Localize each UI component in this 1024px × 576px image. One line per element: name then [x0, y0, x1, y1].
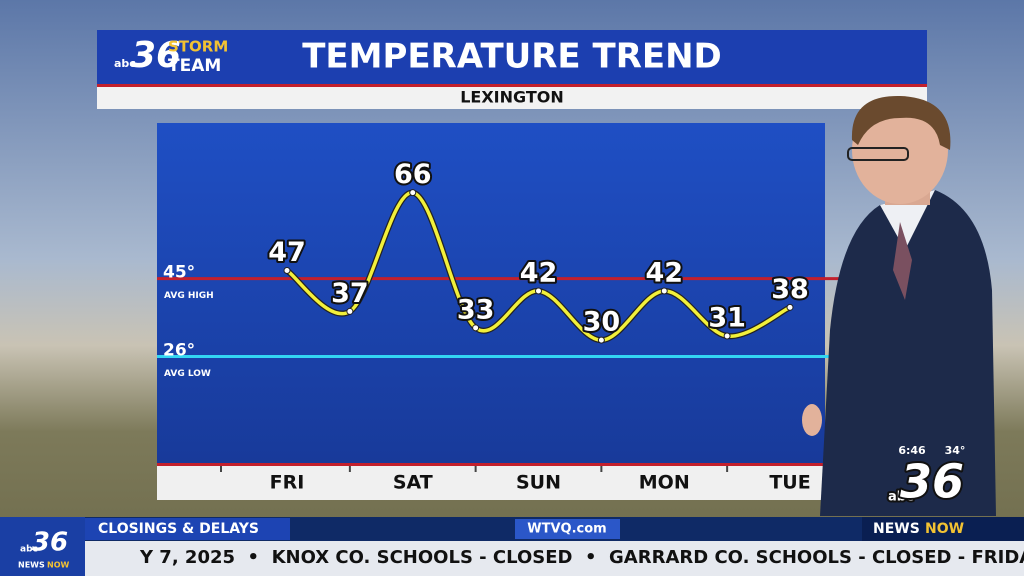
ticker-abc: abc [20, 545, 38, 555]
ticker-bottom [0, 541, 1024, 576]
location: LEXINGTON [460, 88, 564, 107]
time: 6:46 [898, 444, 926, 457]
point [786, 303, 794, 311]
value-label: 38 [771, 274, 809, 305]
hair [851, 95, 951, 150]
value-label: 66 [394, 159, 432, 190]
ticker-now: NOW [47, 561, 69, 570]
glasses [847, 147, 909, 161]
x-tick-label: SUN [516, 472, 561, 494]
presenter [802, 95, 996, 516]
ticker-label: CLOSINGS & DELAYS [98, 521, 259, 537]
ticker-number: 36 [32, 528, 68, 558]
value-label: 37 [331, 278, 369, 309]
value-label: 30 [583, 307, 621, 338]
point [283, 266, 291, 274]
point [723, 332, 731, 340]
location-bar [97, 87, 927, 109]
plot-panel [157, 123, 825, 463]
value-label: 42 [520, 257, 558, 288]
reference-label: 26° [163, 340, 195, 360]
axis-rule [157, 463, 825, 466]
logo-storm: STORM [168, 38, 228, 56]
reference-name: AVG LOW [164, 369, 211, 379]
point [409, 189, 417, 197]
corner-news: NEWS [873, 521, 920, 537]
hand [802, 404, 822, 436]
x-tick-label: MON [639, 472, 690, 494]
x-tick-label: FRI [270, 472, 305, 494]
news-now-box [862, 517, 1024, 541]
corner-number: 36 [900, 455, 964, 509]
corner-abc: abc [888, 490, 914, 505]
temperature: 34° [945, 444, 966, 457]
value-label: 33 [457, 294, 495, 325]
point [535, 287, 542, 295]
point [346, 307, 354, 315]
ticker-text: Y 7, 2025 • KNOX CO. SCHOOLS - CLOSED • … [139, 547, 1024, 568]
corner-now: NOW [925, 521, 964, 537]
point [472, 324, 480, 332]
logo-abc: abc [114, 57, 136, 70]
title: TEMPERATURE TREND [302, 37, 722, 77]
logo-team: TEAM [168, 56, 221, 76]
ticker-label-box [85, 518, 290, 540]
x-tick-label: SAT [393, 472, 433, 494]
title-bar [97, 30, 927, 84]
reference-name: AVG HIGH [164, 291, 214, 301]
point [597, 336, 605, 344]
website-box [515, 519, 620, 539]
point [660, 287, 668, 295]
tie [893, 222, 912, 300]
logo-number: 36 [131, 35, 181, 76]
reference-label: 45° [163, 263, 195, 283]
suit [820, 190, 996, 516]
line [285, 190, 792, 342]
ticker-news: NEWS [18, 561, 45, 570]
x-tick-label: TUE [769, 472, 810, 494]
value-label: 47 [268, 237, 306, 268]
axis-strip [157, 466, 825, 500]
title-rule [97, 84, 927, 87]
website: WTVQ.com [527, 522, 606, 537]
value-label: 31 [708, 303, 746, 334]
value-label: 42 [645, 257, 683, 288]
ticker-logo-box [0, 517, 85, 576]
